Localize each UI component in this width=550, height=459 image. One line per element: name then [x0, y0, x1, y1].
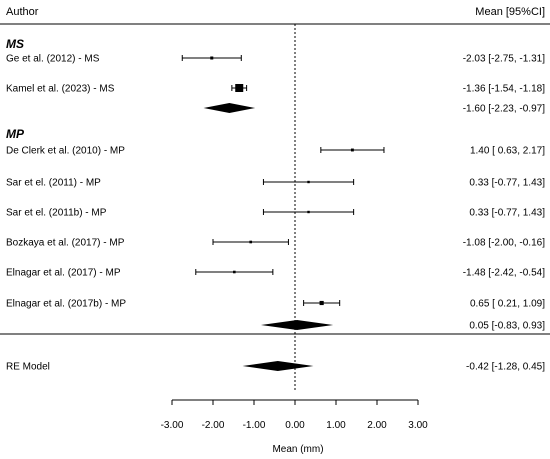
summary-diamond [203, 103, 256, 113]
study-label: De Clerk et al. (2010) - MP [6, 146, 125, 157]
point-estimate-box [233, 270, 236, 274]
study-label: Kamel et al. (2023) - MS [6, 84, 115, 95]
x-tick-label: 3.00 [408, 420, 428, 431]
ci-text: -1.08 [-2.00, -0.16] [463, 238, 545, 249]
ci-text: -1.60 [-2.23, -0.97] [463, 104, 545, 115]
x-tick-label: -1.00 [243, 420, 266, 431]
header-estimate: Mean [95%CI] [475, 6, 545, 18]
study-row: Kamel et al. (2023) - MS -1.36 [-1.54, -1… [6, 84, 545, 95]
study-row: Sar et el. (2011) - MP 0.33 [-0.77, 1.43] [6, 178, 545, 189]
study-row: Sar et el. (2011b) - MP 0.33 [-0.77, 1.43… [6, 208, 545, 219]
point-estimate-box [307, 210, 310, 214]
ci-text: 0.33 [-0.77, 1.43] [469, 208, 545, 219]
overall-label: RE Model [6, 362, 50, 373]
x-tick-label: 0.00 [285, 420, 305, 431]
header-author: Author [6, 6, 39, 18]
x-tick-label: -2.00 [202, 420, 225, 431]
study-label: Sar et el. (2011) - MP [6, 178, 101, 189]
x-axis-label: Mean (mm) [272, 444, 323, 455]
summary-diamond [260, 320, 334, 330]
point-estimate-box [210, 56, 214, 60]
study-label: Elnagar et al. (2017b) - MP [6, 299, 126, 310]
group-summary-row: 0.05 [-0.83, 0.93] [260, 320, 545, 332]
point-estimate-box [235, 84, 244, 92]
study-label: Bozkaya et al. (2017) - MP [6, 238, 125, 249]
ci-text: 0.33 [-0.77, 1.43] [469, 178, 545, 189]
summary-diamond [242, 361, 314, 371]
x-tick-label: -3.00 [161, 420, 184, 431]
group-summary-row: -1.60 [-2.23, -0.97] [203, 103, 545, 115]
x-tick-label: 1.00 [326, 420, 346, 431]
ci-text: 0.65 [ 0.21, 1.09] [470, 299, 545, 310]
point-estimate-box [307, 180, 310, 184]
ci-text: 1.40 [ 0.63, 2.17] [470, 146, 545, 157]
group-label: MS [6, 37, 24, 51]
x-axis: -3.00 -2.00 -1.00 0.00 1.00 2.00 3.00 [161, 399, 428, 431]
ci-text: -0.42 [-1.28, 0.45] [466, 362, 545, 373]
study-row: Bozkaya et al. (2017) - MP -1.08 [-2.00, … [6, 238, 545, 249]
ci-text: 0.05 [-0.83, 0.93] [469, 321, 545, 332]
point-estimate-box [350, 148, 354, 152]
x-tick-label: 2.00 [367, 420, 387, 431]
point-estimate-box [319, 300, 324, 306]
study-label: Sar et el. (2011b) - MP [6, 208, 107, 219]
study-label: Elnagar et al. (2017) - MP [6, 268, 121, 279]
overall-row: RE Model -0.42 [-1.28, 0.45] [6, 361, 545, 373]
ci-text: -2.03 [-2.75, -1.31] [463, 54, 545, 65]
study-label: Ge et al. (2012) - MS [6, 54, 100, 65]
study-row: Elnagar et al. (2017b) - MP 0.65 [ 0.21, … [6, 299, 545, 310]
ci-text: -1.36 [-1.54, -1.18] [463, 84, 545, 95]
group-label: MP [6, 127, 25, 141]
study-row: Ge et al. (2012) - MS -2.03 [-2.75, -1.31… [6, 54, 545, 65]
ci-text: -1.48 [-2.42, -0.54] [463, 268, 545, 279]
study-row: Elnagar et al. (2017) - MP -1.48 [-2.42, … [6, 268, 545, 279]
point-estimate-box [249, 240, 253, 244]
study-row: De Clerk et al. (2010) - MP 1.40 [ 0.63, … [6, 146, 545, 157]
